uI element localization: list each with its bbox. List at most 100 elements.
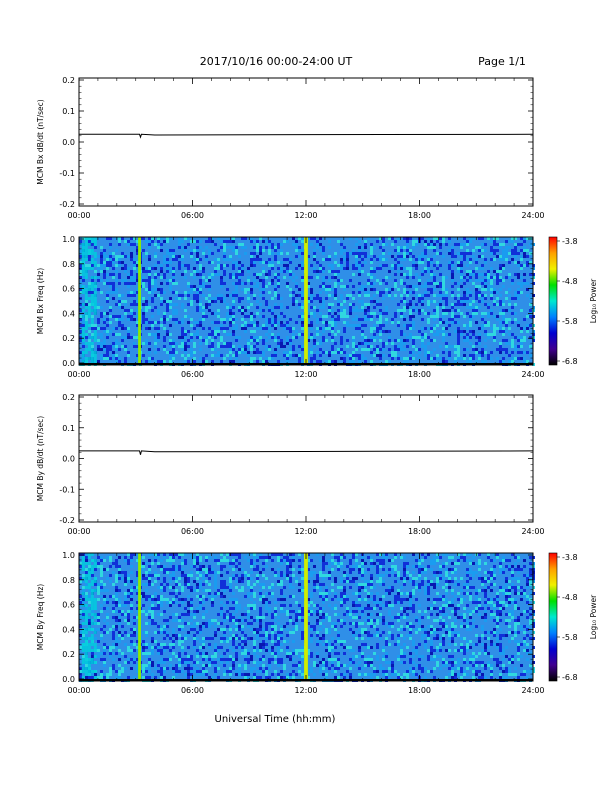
spectrogram-cell bbox=[382, 354, 385, 357]
spectrogram-cell bbox=[289, 562, 292, 565]
spectrogram-cell bbox=[214, 586, 217, 589]
spectrogram-cell bbox=[481, 580, 484, 583]
spectrogram-cell bbox=[331, 339, 334, 342]
spectrogram-cell bbox=[271, 568, 274, 571]
spectrogram-cell bbox=[151, 288, 154, 291]
spectrogram-cell bbox=[466, 300, 469, 303]
spectrogram-cell bbox=[133, 589, 136, 592]
spectrogram-cell bbox=[430, 580, 433, 583]
spectrogram-cell bbox=[508, 288, 511, 291]
spectrogram-cell bbox=[280, 306, 283, 309]
spectrogram-cell bbox=[436, 261, 439, 264]
spectrogram-cell bbox=[475, 288, 478, 291]
spectrogram-cell bbox=[508, 252, 511, 255]
spectrogram-cell bbox=[367, 592, 370, 595]
spectrogram-cell bbox=[325, 285, 328, 288]
spectrogram-cell bbox=[328, 565, 331, 568]
spectrogram-cell bbox=[433, 279, 436, 282]
spectrogram-cell bbox=[358, 288, 361, 291]
spectrogram-cell bbox=[490, 604, 493, 607]
spectrogram-cell bbox=[523, 589, 526, 592]
spectrogram-cell bbox=[115, 595, 118, 598]
spectrogram-cell bbox=[208, 345, 211, 348]
spectrogram-cell bbox=[439, 237, 442, 240]
spectrogram-cell bbox=[223, 342, 226, 345]
spectrogram-cell bbox=[82, 237, 85, 240]
spectrogram-cell bbox=[502, 279, 505, 282]
spectrogram-cell bbox=[160, 324, 163, 327]
spectrogram-cell bbox=[103, 255, 106, 258]
spectrogram-cell bbox=[292, 556, 295, 559]
spectrogram-cell bbox=[490, 577, 493, 580]
spectrogram-cell bbox=[511, 258, 514, 261]
spectrogram-cell bbox=[481, 312, 484, 315]
spectrogram-cell bbox=[466, 240, 469, 243]
spectrogram-cell bbox=[235, 610, 238, 613]
spectrogram-cell bbox=[208, 565, 211, 568]
spectrogram-cell bbox=[118, 333, 121, 336]
spectrogram-cell bbox=[250, 586, 253, 589]
spectrogram-cell bbox=[457, 330, 460, 333]
spectrogram-cell bbox=[499, 610, 502, 613]
spectrogram-cell bbox=[127, 574, 130, 577]
spectrogram-cell bbox=[394, 240, 397, 243]
spectrogram-cell bbox=[262, 616, 265, 619]
spectrogram-cell bbox=[520, 586, 523, 589]
spectrogram-cell bbox=[400, 598, 403, 601]
spectrogram-cell bbox=[148, 285, 151, 288]
spectrogram-cell bbox=[355, 255, 358, 258]
spectrogram-cell bbox=[193, 327, 196, 330]
spectrogram-cell bbox=[367, 237, 370, 240]
spectrogram-cell bbox=[403, 565, 406, 568]
spectrogram-cell bbox=[100, 580, 103, 583]
spectrogram-cell bbox=[409, 595, 412, 598]
spectrogram-cell bbox=[112, 616, 115, 619]
spectrogram-cell bbox=[151, 267, 154, 270]
spectrogram-cell bbox=[172, 598, 175, 601]
spectrogram-cell bbox=[526, 249, 529, 252]
spectrogram-cell bbox=[370, 297, 373, 300]
spectrogram-cell bbox=[367, 306, 370, 309]
spectrogram-cell bbox=[133, 279, 136, 282]
spectrogram-cell bbox=[244, 288, 247, 291]
spectrogram-cell bbox=[442, 285, 445, 288]
spectrogram-cell bbox=[310, 357, 313, 360]
spectrogram-cell bbox=[289, 330, 292, 333]
spectrogram-cell bbox=[301, 264, 304, 267]
spectrogram-cell bbox=[127, 616, 130, 619]
spectrogram-cell bbox=[493, 300, 496, 303]
spectrogram-cell bbox=[136, 583, 139, 586]
spectrogram-cell bbox=[301, 333, 304, 336]
spectrogram-cell bbox=[388, 276, 391, 279]
spectrogram-cell bbox=[373, 294, 376, 297]
spectrogram-cell bbox=[427, 565, 430, 568]
spectrogram-cell bbox=[163, 577, 166, 580]
spectrogram-cell bbox=[358, 586, 361, 589]
spectrogram-cell bbox=[475, 261, 478, 264]
spectrogram-cell bbox=[454, 345, 457, 348]
spectrogram-cell bbox=[334, 351, 337, 354]
spectrogram-cell bbox=[466, 249, 469, 252]
spectrogram-cell bbox=[406, 562, 409, 565]
spectrogram-cell bbox=[493, 270, 496, 273]
spectrogram-cell bbox=[499, 312, 502, 315]
spectrogram-cell bbox=[400, 309, 403, 312]
spectrogram-cell bbox=[358, 607, 361, 610]
spectrogram-cell bbox=[430, 282, 433, 285]
spectrogram-cell bbox=[187, 604, 190, 607]
spectrogram-cell bbox=[406, 240, 409, 243]
spectrogram-cell bbox=[451, 345, 454, 348]
spectrogram-cell bbox=[508, 300, 511, 303]
spectrogram-feature bbox=[93, 255, 97, 258]
spectrogram-cell bbox=[289, 595, 292, 598]
spectrogram-cell bbox=[412, 610, 415, 613]
spectrogram-cell bbox=[205, 240, 208, 243]
spectrogram-cell bbox=[289, 276, 292, 279]
spectrogram-cell bbox=[316, 327, 319, 330]
spectrogram-cell bbox=[355, 252, 358, 255]
spectrogram-cell bbox=[460, 556, 463, 559]
spectrogram-cell bbox=[523, 252, 526, 255]
spectrogram-cell bbox=[199, 318, 202, 321]
spectrogram-cell bbox=[376, 571, 379, 574]
spectrogram-cell bbox=[205, 297, 208, 300]
